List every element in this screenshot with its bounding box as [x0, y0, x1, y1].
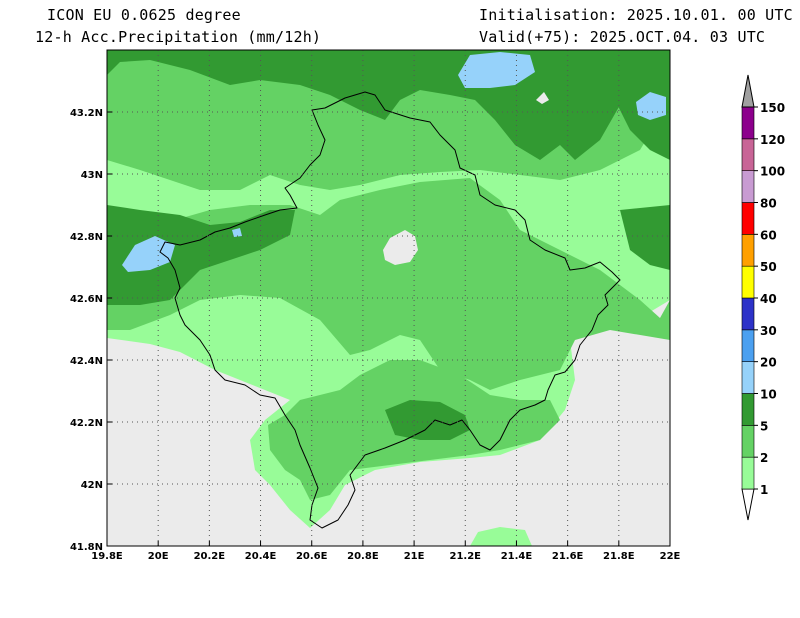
lat-tick-label: 43N: [81, 170, 103, 181]
colorbar-label: 30: [760, 324, 777, 338]
colorbar-swatch: [741, 234, 755, 267]
colorbar-label: 120: [760, 133, 785, 147]
lon-tick-label: 21.8E: [603, 551, 635, 562]
colorbar-legend: 1 2 5 10 20 30 40 50 60 80 100 120 150: [741, 74, 785, 521]
lat-tick-label: 42.8N: [70, 232, 103, 243]
precip-5-10-north: [107, 50, 670, 160]
colorbar-swatch: [741, 265, 755, 299]
lon-tick-label: 20.8E: [347, 551, 379, 562]
colorbar-min-arrow: [741, 488, 755, 521]
precip-10-20-west: [122, 236, 175, 272]
colorbar-swatch: [741, 106, 755, 140]
lat-tick-label: 41.8N: [70, 542, 103, 553]
lon-tick-label: 21E: [404, 551, 425, 562]
colorbar-label: 20: [760, 356, 777, 370]
lat-tick-label: 42.2N: [70, 418, 103, 429]
colorbar-label: 10: [760, 388, 777, 402]
longitude-axis: 19.8E 20E 20.2E 20.4E 20.6E 20.8E 21E 21.2E 21.4…: [91, 541, 681, 562]
colorbar-label: 80: [760, 197, 777, 211]
lon-tick-label: 20E: [148, 551, 169, 562]
lon-tick-label: 19.8E: [91, 551, 123, 562]
colorbar-swatch: [741, 361, 755, 394]
precip-5-10-east2: [620, 205, 670, 270]
colorbar-swatch: [741, 202, 755, 235]
lon-tick-label: 21.2E: [450, 551, 482, 562]
colorbar-label: 40: [760, 292, 777, 306]
model-title: ICON EU 0.0625 degree: [47, 6, 241, 24]
lon-tick-label: 20.2E: [194, 551, 226, 562]
colorbar-swatch: [741, 297, 755, 331]
colorbar-label: 1: [760, 483, 768, 497]
colorbar-swatch: [741, 456, 755, 490]
colorbar-swatch: [741, 138, 755, 171]
lon-tick-label: 21.4E: [501, 551, 533, 562]
colorbar-swatch: [741, 170, 755, 203]
precip-10-20-north: [458, 52, 535, 88]
lat-tick-label: 42.6N: [70, 294, 103, 305]
no-precip-spot: [383, 230, 418, 265]
no-precip-spot-2: [536, 92, 549, 104]
latitude-axis: 41.8N 42N 42.2N 42.4N 42.6N 42.8N 43N 43.2N: [70, 108, 112, 553]
precip-5-10-center: [385, 400, 470, 440]
precip-5-10-west: [107, 205, 295, 305]
colorbar-label: 60: [760, 228, 777, 242]
country-border: [159, 91, 621, 529]
colorbar-label: 5: [760, 419, 768, 433]
lon-tick-label: 21.6E: [552, 551, 584, 562]
valid-time: Valid(+75): 2025.OCT.04. 03 UTC: [479, 28, 766, 46]
colorbar-label: 150: [760, 101, 785, 115]
precip-10-20-small: [232, 228, 242, 237]
variable-title: 12-h Acc.Precipitation (mm/12h): [35, 28, 322, 46]
colorbar-label: 2: [760, 451, 768, 465]
lat-tick-label: 42.4N: [70, 356, 103, 367]
colorbar-label: 50: [760, 260, 777, 274]
precip-10-20-east: [636, 92, 666, 120]
init-time: Initialisation: 2025.10.01. 00 UTC: [479, 6, 793, 24]
colorbar-swatch: [741, 393, 755, 426]
lon-tick-label: 20.4E: [245, 551, 277, 562]
precip-fill-layer: [107, 50, 670, 546]
colorbar-swatch: [741, 425, 755, 458]
lat-tick-label: 43.2N: [70, 108, 103, 119]
colorbar-label: 100: [760, 165, 785, 179]
lon-tick-label: 22E: [660, 551, 681, 562]
lat-tick-label: 42N: [81, 480, 103, 491]
colorbar-swatch: [741, 329, 755, 362]
lon-tick-label: 20.6E: [296, 551, 328, 562]
colorbar-max-arrow: [741, 74, 755, 108]
